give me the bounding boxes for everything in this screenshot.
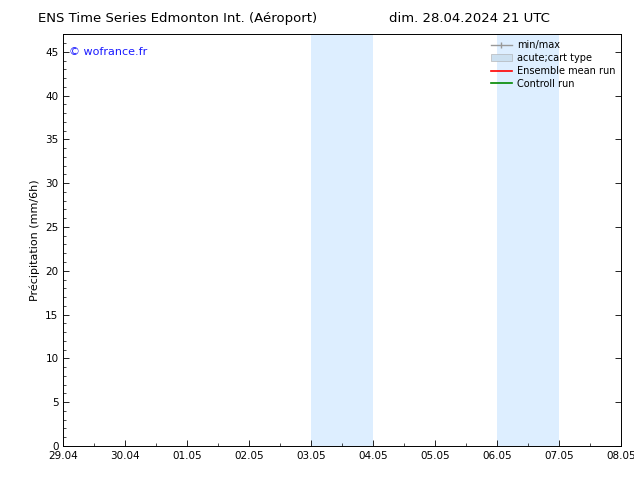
Bar xyxy=(342,34,373,446)
Bar xyxy=(311,34,342,446)
Text: dim. 28.04.2024 21 UTC: dim. 28.04.2024 21 UTC xyxy=(389,12,550,25)
Text: ENS Time Series Edmonton Int. (Aéroport): ENS Time Series Edmonton Int. (Aéroport) xyxy=(38,12,317,25)
Text: © wofrance.fr: © wofrance.fr xyxy=(69,47,147,57)
Legend: min/max, acute;cart type, Ensemble mean run, Controll run: min/max, acute;cart type, Ensemble mean … xyxy=(488,37,618,92)
Bar xyxy=(497,34,528,446)
Y-axis label: Précipitation (mm/6h): Précipitation (mm/6h) xyxy=(29,179,40,301)
Bar xyxy=(528,34,559,446)
